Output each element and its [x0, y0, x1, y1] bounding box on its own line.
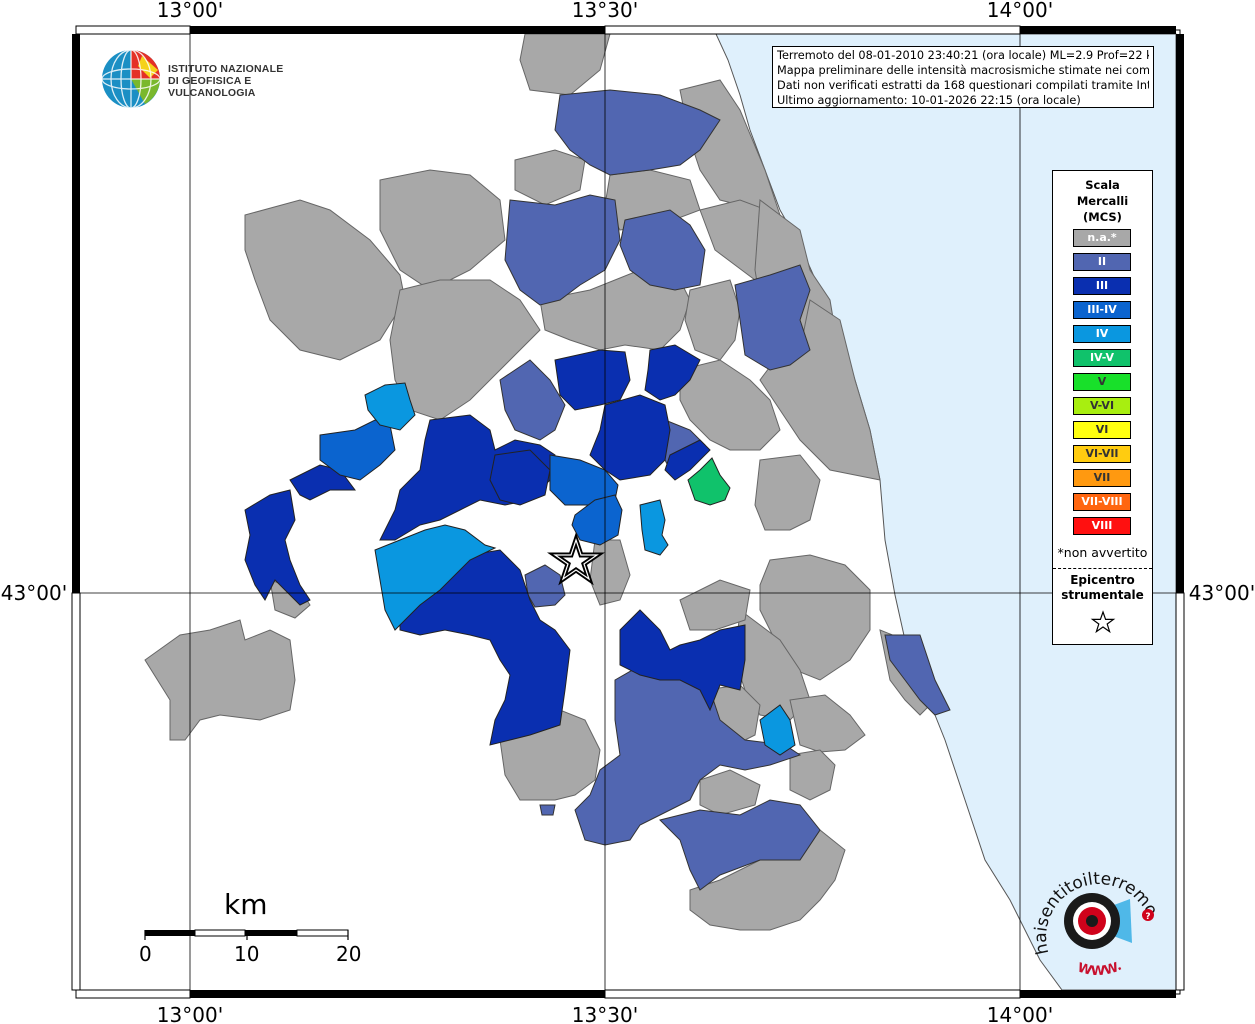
legend-epicentro-1: Epicentro: [1070, 573, 1135, 587]
intensity-legend: Scala Mercalli (MCS) n.a.* II III III-IV IV I…: [1052, 170, 1153, 645]
coord-right: 43°00': [1189, 581, 1255, 605]
hsn-target-icon: haisentitoilterremoto.it WWW. ?: [1025, 840, 1162, 979]
event-info-box: Terremoto del 08-01-2010 23:40:21 (ora l…: [772, 46, 1154, 108]
event-info-line-4: Ultimo aggiornamento: 10-01-2026 22:15 (…: [777, 94, 1081, 107]
legend-epicentro-2: strumentale: [1061, 588, 1144, 602]
legend-item-ii: II: [1073, 253, 1131, 271]
graticule: [80, 34, 1176, 990]
legend-item-iv: IV: [1073, 325, 1131, 343]
ingv-line-2: DI GEOFISICA E VULCANOLOGIA: [168, 75, 256, 99]
coord-bottom-3: 14°00': [987, 1003, 1053, 1024]
legend-title-2: Mercalli: [1076, 194, 1129, 208]
epicenter-star-icon: [1090, 610, 1116, 634]
scale-label-20: 20: [336, 942, 362, 966]
event-info-line-3: Dati non verificati estratti da 168 ques…: [777, 79, 1149, 92]
legend-item-vi: VI: [1073, 421, 1131, 439]
legend-item-vii: VII: [1073, 469, 1131, 487]
svg-text:WWW.: WWW.: [1076, 959, 1124, 979]
coord-left: 43°00': [1, 581, 67, 605]
legend-item-n-a: n.a.*: [1073, 229, 1131, 247]
scale-label-10: 10: [234, 942, 260, 966]
event-info-line-2: Mappa preliminare delle intensità macros…: [777, 64, 1149, 77]
legend-item-iv-v: IV-V: [1073, 349, 1131, 367]
municipalities-III: [244, 344, 746, 746]
legend-note: *non avvertito: [1057, 545, 1148, 560]
coord-bottom-1: 13°00': [157, 1003, 223, 1024]
coord-top-3: 14°00': [987, 0, 1053, 22]
legend-separator: [1053, 568, 1152, 569]
legend-title-3: (MCS): [1083, 210, 1122, 224]
municipalities-III-IV: [319, 419, 623, 546]
hsn-url-text: WWW.: [1076, 959, 1124, 979]
scale-label-0: 0: [139, 942, 152, 966]
ingv-line-1: ISTITUTO NAZIONALE: [168, 63, 284, 75]
ingv-logo: ISTITUTO NAZIONALE DI GEOFISICA E VULCAN…: [100, 48, 320, 109]
legend-item-viii: VIII: [1073, 517, 1131, 535]
legend-item-iii-iv: III-IV: [1073, 301, 1131, 319]
coord-top-2: 13°30': [572, 0, 638, 22]
scale-bar-graphic: [144, 929, 349, 940]
scale-bar: km 0 10 20: [139, 888, 370, 968]
legend-item-vi-vii: VI-VII: [1073, 445, 1131, 463]
svg-text:?: ?: [1145, 912, 1150, 922]
ingv-globe-icon: [101, 49, 161, 109]
municipalities-IV-V: [687, 457, 731, 506]
event-info-line-1: Terremoto del 08-01-2010 23:40:21 (ora l…: [777, 49, 1149, 62]
legend-item-iii: III: [1073, 277, 1131, 295]
legend-item-vii-viii: VII-VIII: [1073, 493, 1131, 511]
legend-title-1: Scala: [1085, 178, 1120, 192]
coord-top-1: 13°00': [157, 0, 223, 22]
legend-item-v: V: [1073, 373, 1131, 391]
coord-bottom-2: 13°30': [572, 1003, 638, 1024]
scale-title: km: [224, 888, 268, 921]
map-frame: [71, 25, 1185, 999]
municipalities-II: [499, 89, 951, 891]
hsn-logo: haisentitoilterremoto.it WWW. ?: [1025, 840, 1170, 985]
municipalities-IV: [364, 382, 796, 756]
legend-item-v-vi: V-VI: [1073, 397, 1131, 415]
